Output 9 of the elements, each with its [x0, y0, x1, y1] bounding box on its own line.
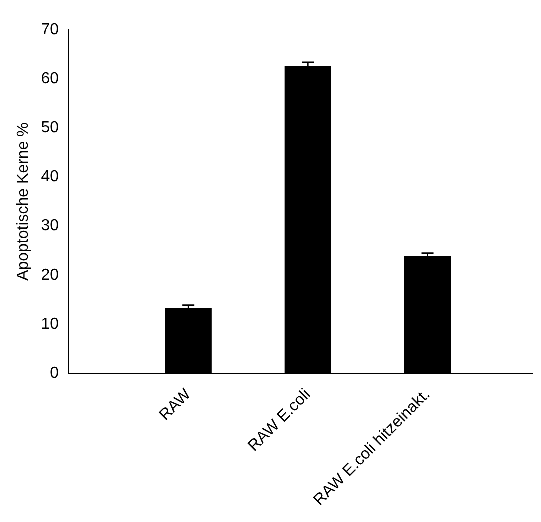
y-tick-label: 70	[41, 21, 60, 38]
y-axis-title: Apoptotische Kerne %	[15, 122, 32, 281]
y-tick-label: 0	[50, 364, 60, 382]
y-tick-label: 50	[41, 120, 60, 137]
y-tick-label: 40	[41, 168, 60, 186]
y-tick-label: 30	[41, 218, 60, 235]
y-tick-label: 60	[41, 70, 60, 88]
y-tick-label: 10	[41, 316, 60, 333]
y-tick-label: 20	[41, 266, 60, 284]
